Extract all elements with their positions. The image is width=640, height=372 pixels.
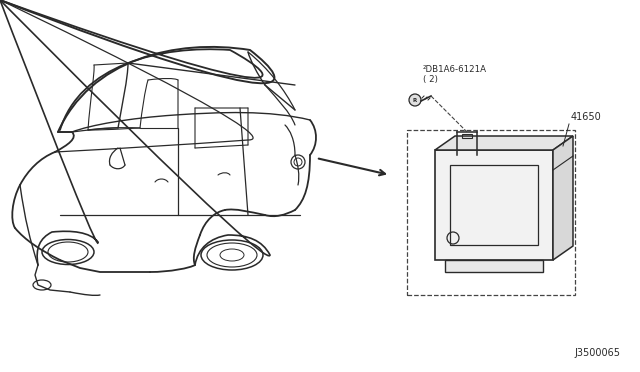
Polygon shape [435,136,573,150]
Text: J3500065: J3500065 [574,348,620,358]
Circle shape [409,94,421,106]
Bar [450,165,538,245]
Bar [462,134,472,138]
Bar [435,150,553,260]
Text: R: R [413,97,417,103]
Polygon shape [553,136,573,260]
Bar [407,130,575,295]
Text: 41650: 41650 [571,112,602,122]
Text: ²DB1A6-6121A
( 2): ²DB1A6-6121A ( 2) [423,65,487,84]
Polygon shape [445,260,543,272]
